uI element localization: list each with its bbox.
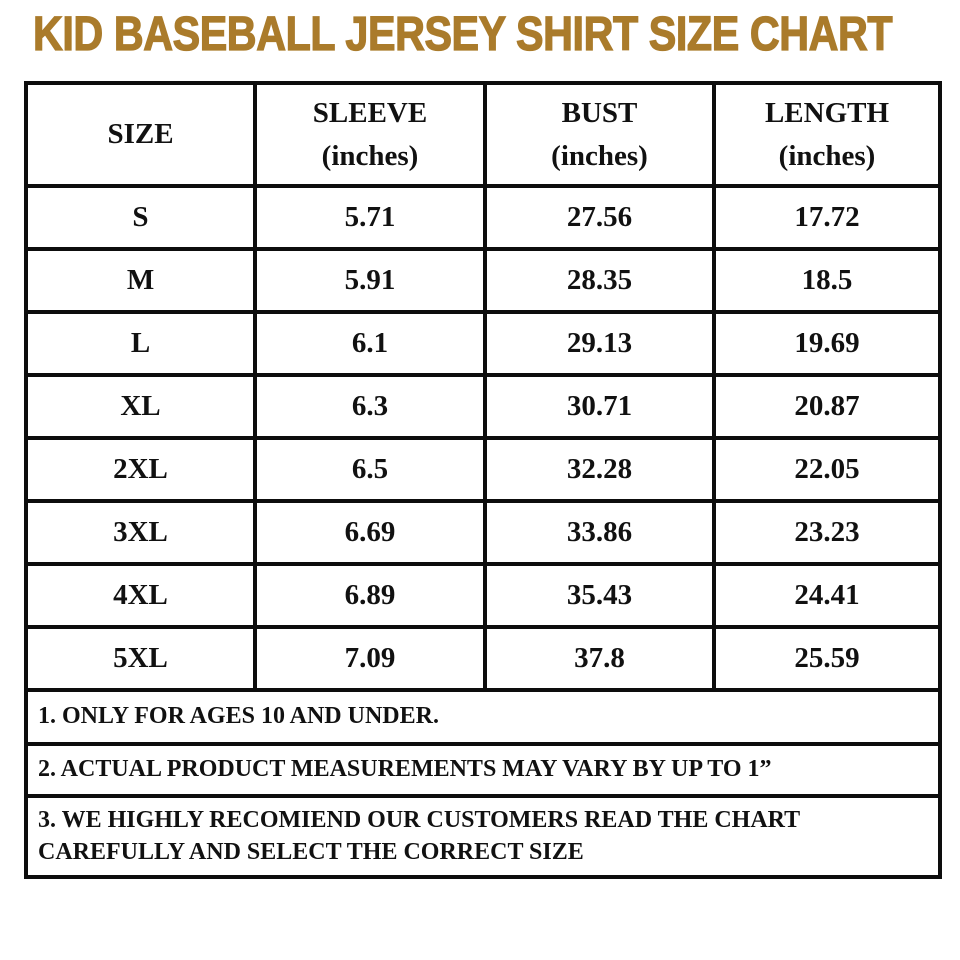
length-value: 23.23: [712, 499, 942, 566]
column-header-label: BUST: [561, 97, 638, 130]
table-row-2xl: 2XL 6.5 32.28 22.05: [24, 436, 942, 503]
bust-value: 33.86: [483, 499, 716, 566]
bust-value: 30.71: [483, 373, 716, 440]
bust-value: 27.56: [483, 184, 716, 251]
table-header-row: SIZE SLEEVE (inches) BUST (inches) LENGT…: [24, 81, 942, 188]
sleeve-value: 5.71: [253, 184, 487, 251]
bust-value: 28.35: [483, 247, 716, 314]
sleeve-value: 6.1: [253, 310, 487, 377]
note-text-3: 3. WE HIGHLY RECOMIEND OUR CUSTOMERS REA…: [24, 794, 942, 879]
column-header-unit: (inches): [321, 139, 419, 172]
length-value: 25.59: [712, 625, 942, 692]
sleeve-value: 6.3: [253, 373, 487, 440]
note-row: 3. WE HIGHLY RECOMIEND OUR CUSTOMERS REA…: [24, 794, 942, 879]
column-header-label: SLEEVE: [312, 97, 428, 130]
size-value: S: [24, 184, 257, 251]
size-value: 2XL: [24, 436, 257, 503]
column-header-unit: (inches): [778, 139, 876, 172]
sleeve-value: 5.91: [253, 247, 487, 314]
size-value: 5XL: [24, 625, 257, 692]
length-value: 18.5: [712, 247, 942, 314]
column-header-length: LENGTH (inches): [712, 81, 942, 188]
size-value: XL: [24, 373, 257, 440]
page-title: KID BASEBALL JERSEY SHIRT SIZE CHART: [32, 8, 893, 61]
sleeve-value: 6.69: [253, 499, 487, 566]
table-row-3xl: 3XL 6.69 33.86 23.23: [24, 499, 942, 566]
bust-value: 35.43: [483, 562, 716, 629]
table-row-5xl: 5XL 7.09 37.8 25.59: [24, 625, 942, 692]
size-chart-table: SIZE SLEEVE (inches) BUST (inches) LENGT…: [24, 81, 942, 879]
note-text-2: 2. ACTUAL PRODUCT MEASUREMENTS MAY VARY …: [24, 742, 942, 798]
sleeve-value: 6.5: [253, 436, 487, 503]
column-header-label: LENGTH: [764, 97, 890, 130]
column-header-unit: (inches): [551, 139, 648, 172]
size-value: M: [24, 247, 257, 314]
column-header-size: SIZE: [24, 81, 257, 188]
length-value: 24.41: [712, 562, 942, 629]
length-value: 22.05: [712, 436, 942, 503]
size-value: L: [24, 310, 257, 377]
length-value: 19.69: [712, 310, 942, 377]
column-header-label: SIZE: [107, 118, 174, 151]
bust-value: 29.13: [483, 310, 716, 377]
bust-value: 37.8: [483, 625, 716, 692]
sleeve-value: 6.89: [253, 562, 487, 629]
table-row-l: L 6.1 29.13 19.69: [24, 310, 942, 377]
size-value: 3XL: [24, 499, 257, 566]
table-row-4xl: 4XL 6.89 35.43 24.41: [24, 562, 942, 629]
table-row-s: S 5.71 27.56 17.72: [24, 184, 942, 251]
note-row: 2. ACTUAL PRODUCT MEASUREMENTS MAY VARY …: [24, 742, 942, 798]
column-header-sleeve: SLEEVE (inches): [253, 81, 487, 188]
table-row-xl: XL 6.3 30.71 20.87: [24, 373, 942, 440]
note-text-1: 1. ONLY FOR AGES 10 AND UNDER.: [24, 688, 942, 746]
note-row: 1. ONLY FOR AGES 10 AND UNDER.: [24, 688, 942, 746]
length-value: 20.87: [712, 373, 942, 440]
table-row-m: M 5.91 28.35 18.5: [24, 247, 942, 314]
bust-value: 32.28: [483, 436, 716, 503]
size-value: 4XL: [24, 562, 257, 629]
column-header-bust: BUST (inches): [483, 81, 716, 188]
length-value: 17.72: [712, 184, 942, 251]
sleeve-value: 7.09: [253, 625, 487, 692]
